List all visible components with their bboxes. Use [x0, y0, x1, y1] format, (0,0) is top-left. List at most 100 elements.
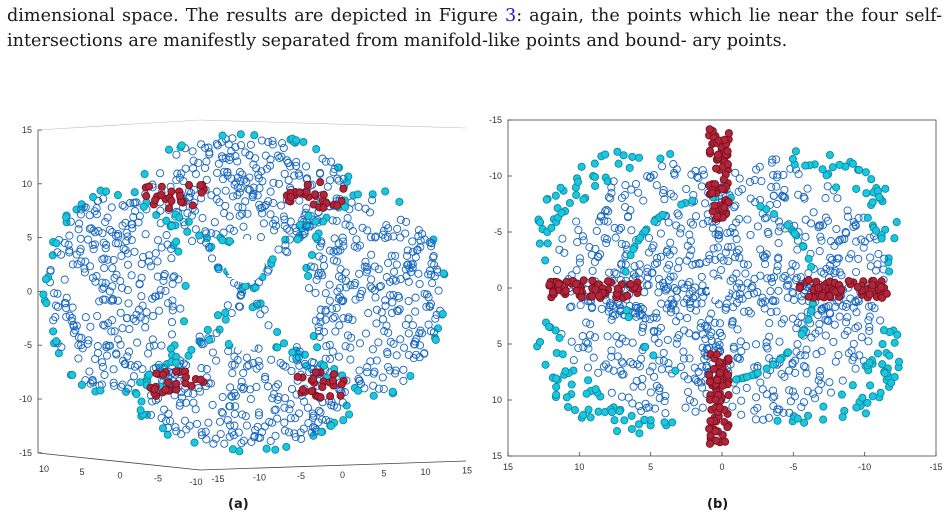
manifold-point — [156, 169, 165, 178]
manifold-point — [354, 374, 363, 384]
x-tick-label-a: 5 — [381, 468, 386, 478]
manifold-point — [737, 396, 746, 405]
manifold-point — [849, 218, 859, 227]
manifold-point — [762, 213, 771, 222]
boundary-point — [241, 282, 250, 291]
manifold-point — [848, 356, 857, 365]
manifold-point — [703, 324, 712, 333]
intersection-point — [723, 147, 732, 156]
manifold-point — [175, 401, 184, 410]
boundary-point — [167, 221, 176, 230]
manifold-point — [217, 408, 226, 417]
manifold-point — [197, 428, 206, 437]
manifold-point — [328, 347, 337, 356]
manifold-point — [169, 273, 178, 282]
manifold-point — [830, 241, 839, 250]
intersection-point — [814, 283, 823, 292]
manifold-point — [167, 244, 176, 253]
manifold-point — [411, 253, 420, 262]
manifold-point — [341, 342, 350, 351]
manifold-point — [372, 319, 381, 328]
manifold-point — [112, 350, 121, 359]
manifold-point — [345, 221, 354, 230]
manifold-point — [691, 291, 700, 301]
manifold-point — [758, 299, 767, 308]
boundary-point — [224, 340, 233, 349]
manifold-point — [350, 281, 359, 290]
manifold-point — [391, 251, 400, 260]
manifold-point — [212, 328, 221, 338]
manifold-point — [148, 311, 158, 321]
manifold-point — [873, 260, 882, 269]
manifold-point — [627, 226, 636, 235]
manifold-point — [92, 272, 101, 281]
manifold-point — [630, 262, 639, 271]
manifold-point — [669, 192, 678, 201]
manifold-point — [741, 269, 750, 278]
manifold-point — [346, 281, 355, 290]
manifold-point — [105, 287, 114, 296]
manifold-point — [652, 181, 661, 190]
intersection-point — [554, 279, 563, 289]
manifold-point — [637, 354, 646, 363]
manifold-point — [736, 337, 745, 346]
manifold-point — [390, 267, 399, 276]
manifold-point — [266, 436, 275, 446]
manifold-point — [109, 378, 118, 387]
manifold-point — [239, 222, 248, 231]
manifold-point — [849, 339, 858, 348]
manifold-point — [189, 156, 198, 165]
manifold-point — [634, 268, 644, 277]
manifold-point — [698, 330, 707, 339]
manifold-point — [383, 350, 392, 359]
intersection-point — [318, 383, 327, 392]
manifold-point — [361, 329, 371, 338]
manifold-point — [237, 377, 246, 386]
manifold-point — [717, 265, 726, 275]
manifold-point — [834, 254, 843, 263]
manifold-point — [123, 313, 132, 323]
manifold-point — [824, 301, 833, 310]
manifold-point — [62, 312, 71, 321]
boundary-point — [688, 196, 697, 205]
manifold-point — [843, 212, 852, 221]
manifold-point — [225, 152, 235, 161]
manifold-point — [230, 360, 239, 369]
manifold-point — [659, 189, 668, 198]
manifold-point — [606, 301, 615, 310]
manifold-point — [188, 147, 197, 156]
manifold-point — [205, 150, 214, 159]
manifold-point — [627, 185, 636, 194]
boundary-point — [218, 131, 227, 140]
manifold-point — [415, 341, 425, 350]
manifold-point — [830, 320, 839, 329]
manifold-point — [240, 383, 249, 392]
manifold-point — [99, 194, 108, 203]
manifold-point — [81, 257, 90, 266]
manifold-point — [663, 335, 672, 344]
manifold-point — [608, 301, 618, 310]
manifold-point — [819, 269, 828, 278]
intersection-point — [595, 291, 604, 300]
manifold-point — [291, 432, 300, 442]
manifold-point — [603, 332, 612, 341]
manifold-point — [399, 365, 408, 374]
manifold-point — [730, 203, 739, 212]
x-tick-label-a: 15 — [462, 466, 472, 476]
manifold-point — [215, 417, 225, 426]
manifold-point — [698, 403, 707, 412]
manifold-point — [582, 318, 591, 327]
boundary-point — [158, 424, 168, 433]
boundary-point — [879, 326, 888, 335]
manifold-point — [381, 296, 390, 305]
figure-panel-a: 15 10 5 0 -5 -10 -15 10 5 0 -5 -10 -15 -10 -5 0 5 10 15 — [0, 108, 472, 498]
intersection-point — [316, 178, 325, 187]
manifold-point — [597, 304, 606, 313]
figure-reference-link[interactable]: 3 — [504, 6, 517, 26]
manifold-point — [406, 268, 415, 277]
manifold-point — [367, 250, 376, 259]
manifold-point — [653, 327, 662, 336]
manifold-point — [260, 422, 269, 431]
manifold-point — [814, 326, 823, 335]
